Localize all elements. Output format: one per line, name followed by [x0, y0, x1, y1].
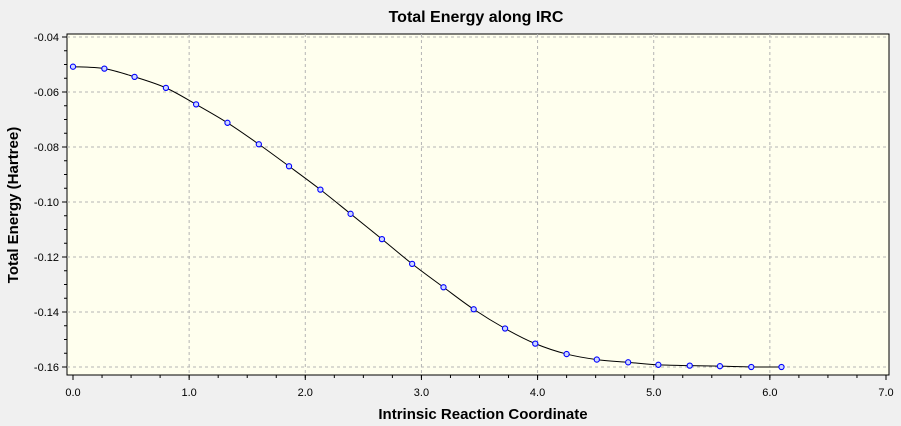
- data-point: [69, 63, 77, 70]
- data-point: [501, 325, 509, 332]
- data-point: [563, 350, 570, 358]
- x-tick-label: 4.0: [530, 387, 545, 399]
- x-tick-label: 6.0: [762, 387, 777, 399]
- data-point: [131, 73, 138, 81]
- data-point: [778, 363, 785, 371]
- data-point: [378, 235, 386, 243]
- y-tick-label: -0.10: [34, 197, 59, 209]
- y-tick-label: -0.08: [34, 142, 59, 154]
- data-point: [686, 362, 693, 369]
- data-point: [532, 340, 539, 347]
- y-axis-label: Total Energy (Hartree): [5, 127, 22, 283]
- data-point: [655, 361, 662, 368]
- y-tick-label: -0.06: [34, 87, 59, 99]
- plot-area: [66, 33, 890, 376]
- energy-series-markers: [69, 63, 785, 371]
- data-point: [285, 163, 293, 170]
- data-point: [593, 356, 600, 363]
- data-point: [625, 359, 632, 366]
- data-point: [347, 210, 354, 217]
- x-tick-label: 5.0: [646, 387, 661, 399]
- data-point: [162, 84, 170, 92]
- data-point: [101, 65, 108, 72]
- data-point: [408, 260, 416, 268]
- x-tick-label: 7.0: [878, 387, 893, 399]
- x-tick-labels: 0.0 1.0 2.0 3.0 4.0 5.0 6.0 7.0: [65, 387, 893, 399]
- data-point: [192, 101, 200, 108]
- chart-title: Total Energy along IRC: [389, 9, 564, 26]
- x-tick-label: 2.0: [298, 387, 313, 399]
- data-point: [440, 284, 447, 291]
- axis-ticks: [62, 36, 887, 380]
- data-point: [255, 141, 262, 148]
- data-point: [317, 186, 324, 193]
- x-tick-label: 3.0: [414, 387, 429, 399]
- data-point: [748, 363, 755, 371]
- y-tick-labels: -0.04 -0.06 -0.08 -0.10 -0.12 -0.14 -0.16: [34, 32, 59, 374]
- x-axis-label: Intrinsic Reaction Coordinate: [378, 406, 587, 423]
- y-tick-label: -0.16: [34, 362, 59, 374]
- data-point: [716, 363, 724, 370]
- grid-lines: [67, 34, 889, 375]
- x-tick-label: 0.0: [65, 387, 80, 399]
- y-tick-label: -0.04: [34, 32, 59, 44]
- x-tick-label: 1.0: [181, 387, 196, 399]
- data-point: [470, 306, 477, 313]
- y-tick-label: -0.14: [34, 307, 59, 319]
- data-point: [224, 119, 231, 126]
- y-tick-label: -0.12: [34, 252, 59, 264]
